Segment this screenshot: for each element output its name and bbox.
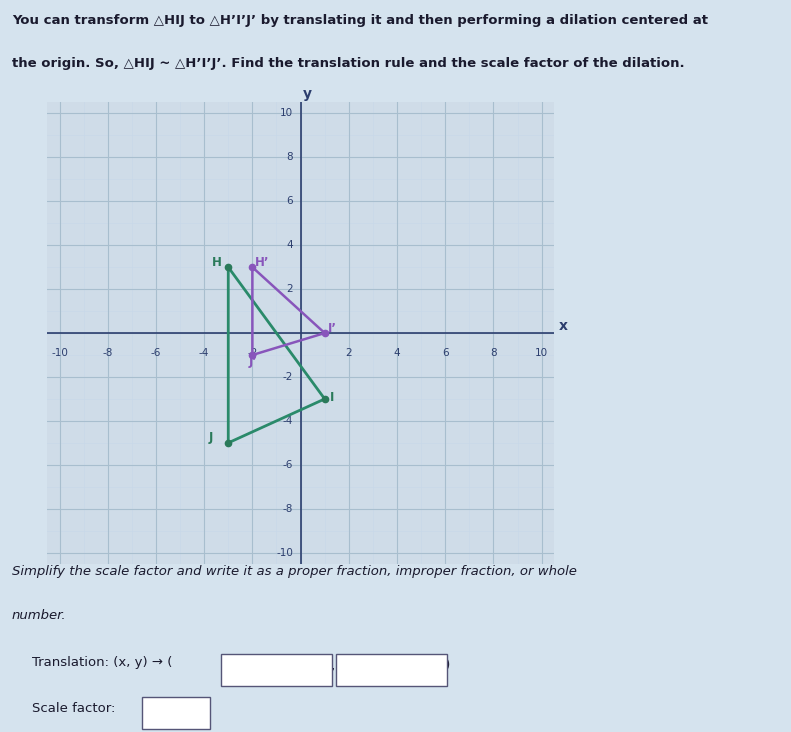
Text: Simplify the scale factor and write it as a proper fraction, improper fraction, : Simplify the scale factor and write it a… <box>12 565 577 578</box>
FancyBboxPatch shape <box>142 698 210 730</box>
Text: number.: number. <box>12 609 66 622</box>
Text: I: I <box>330 391 334 404</box>
Text: -6: -6 <box>283 460 293 470</box>
Text: 2: 2 <box>286 284 293 294</box>
Text: 4: 4 <box>394 348 400 359</box>
Text: H: H <box>211 256 221 269</box>
Text: ): ) <box>445 658 451 672</box>
Text: 8: 8 <box>286 152 293 163</box>
Text: J: J <box>209 430 214 444</box>
Text: 8: 8 <box>490 348 497 359</box>
Text: 6: 6 <box>286 196 293 206</box>
Text: 10: 10 <box>535 348 548 359</box>
Text: -10: -10 <box>277 548 293 558</box>
Text: Scale factor:: Scale factor: <box>32 702 115 714</box>
Text: -2: -2 <box>283 372 293 382</box>
Text: -6: -6 <box>151 348 161 359</box>
Text: -8: -8 <box>283 504 293 514</box>
Text: -8: -8 <box>103 348 113 359</box>
Text: 4: 4 <box>286 240 293 250</box>
Text: ,: , <box>331 658 335 672</box>
Text: 2: 2 <box>346 348 352 359</box>
Text: -4: -4 <box>199 348 210 359</box>
Text: 6: 6 <box>442 348 448 359</box>
Text: -2: -2 <box>247 348 258 359</box>
Text: x: x <box>558 319 567 334</box>
Text: -10: -10 <box>51 348 68 359</box>
Text: Translation: (x, y) → (: Translation: (x, y) → ( <box>32 656 172 669</box>
Text: the origin. So, △HIJ ~ △H’I’J’. Find the translation rule and the scale factor o: the origin. So, △HIJ ~ △H’I’J’. Find the… <box>12 57 684 70</box>
Text: J’: J’ <box>248 355 258 368</box>
Text: You can transform △HIJ to △H’I’J’ by translating it and then performing a dilati: You can transform △HIJ to △H’I’J’ by tra… <box>12 14 708 27</box>
Text: y: y <box>303 87 312 101</box>
Text: I’: I’ <box>328 322 337 335</box>
FancyBboxPatch shape <box>336 654 447 686</box>
Text: 10: 10 <box>280 108 293 119</box>
Text: -4: -4 <box>283 416 293 426</box>
FancyBboxPatch shape <box>221 654 332 686</box>
Text: H’: H’ <box>255 256 269 269</box>
